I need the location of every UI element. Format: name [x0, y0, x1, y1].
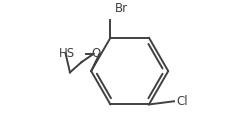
Text: O: O [92, 47, 101, 60]
Text: HS: HS [59, 47, 74, 60]
Text: Cl: Cl [176, 95, 188, 108]
Text: Br: Br [115, 2, 128, 15]
